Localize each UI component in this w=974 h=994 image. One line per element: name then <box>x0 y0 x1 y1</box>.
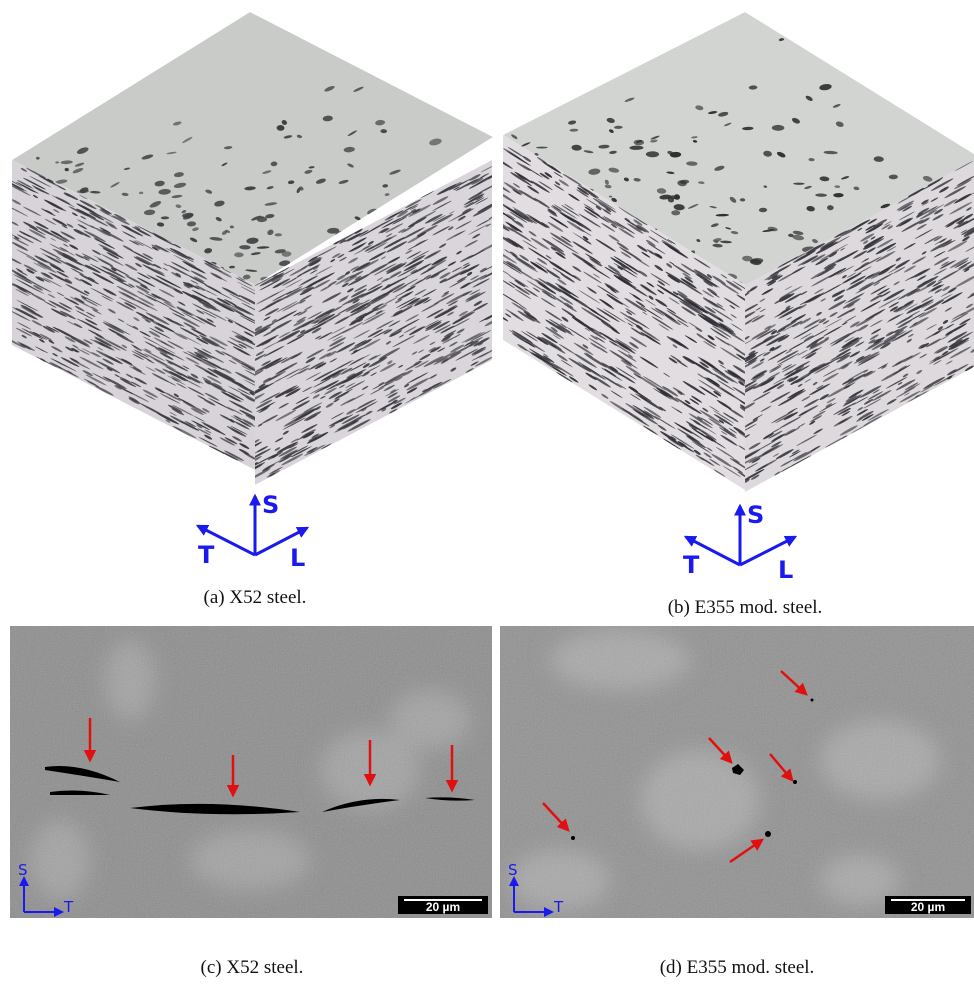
axis-label: T <box>553 898 564 916</box>
grain <box>17 410 32 418</box>
scale-bar-label: 20 µm <box>911 900 945 914</box>
grain <box>465 161 476 168</box>
grain <box>0 187 8 191</box>
grain <box>0 250 5 257</box>
sem-image-c: 20 µm S T <box>10 626 492 918</box>
grain <box>449 167 456 173</box>
grain <box>406 192 416 199</box>
axis-label: S <box>18 861 28 879</box>
grain <box>0 189 9 195</box>
grain <box>497 232 504 236</box>
grain <box>2 246 13 252</box>
grain <box>1 171 9 177</box>
axis-label: S <box>508 861 518 879</box>
grain <box>0 252 2 258</box>
grain <box>496 144 503 148</box>
grain <box>92 422 100 427</box>
grain <box>0 236 13 245</box>
axis-label: S <box>262 491 279 519</box>
axis-label: L <box>290 544 305 572</box>
grain <box>0 167 8 175</box>
grain <box>0 322 5 326</box>
grain <box>0 296 1 302</box>
grain <box>0 172 5 175</box>
axis-triad <box>198 496 795 565</box>
grain <box>0 240 6 248</box>
grain <box>5 236 11 238</box>
grain <box>329 238 336 244</box>
grain <box>491 145 500 150</box>
grain <box>0 232 9 240</box>
caption: (b) E355 mod. steel. <box>668 597 823 618</box>
axis-label: T <box>198 541 215 569</box>
figure: 20 µm S T 20 µm S T <box>0 0 974 994</box>
grain <box>0 285 7 290</box>
axis-label: T <box>63 898 74 916</box>
axis-label: L <box>778 556 793 584</box>
cubes <box>0 0 974 526</box>
grain <box>520 372 535 381</box>
scale-bar-label: 20 µm <box>426 900 460 914</box>
axis-label: T <box>683 551 700 579</box>
caption: (a) X52 steel. <box>204 587 307 608</box>
grain <box>28 393 39 400</box>
grain <box>0 185 2 191</box>
caption: (c) X52 steel. <box>201 957 304 978</box>
page: 20 µm S T 20 µm S T <box>0 0 974 994</box>
grain <box>0 238 11 245</box>
grain <box>0 272 7 279</box>
caption: (d) E355 mod. steel. <box>660 957 815 978</box>
grain <box>21 393 33 400</box>
grain <box>0 203 4 209</box>
grain <box>0 224 6 231</box>
sem-image-d: 20 µm S T <box>500 626 974 918</box>
grain <box>0 304 4 312</box>
grain <box>0 270 3 276</box>
axis-label: S <box>747 501 764 529</box>
grain <box>526 374 540 382</box>
